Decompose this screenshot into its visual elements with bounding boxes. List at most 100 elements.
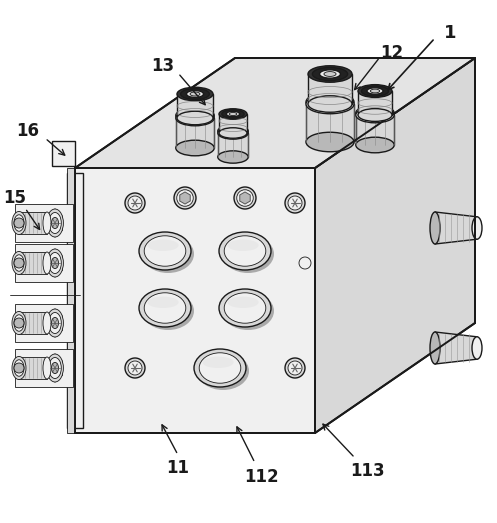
Polygon shape [177, 94, 213, 118]
Ellipse shape [228, 240, 258, 251]
Ellipse shape [218, 151, 248, 163]
Ellipse shape [226, 111, 240, 117]
Ellipse shape [49, 253, 61, 274]
Ellipse shape [47, 209, 64, 237]
Polygon shape [15, 304, 73, 342]
Ellipse shape [202, 357, 234, 368]
Circle shape [288, 196, 302, 210]
Ellipse shape [12, 312, 26, 335]
Ellipse shape [308, 66, 352, 82]
Polygon shape [308, 74, 352, 104]
Circle shape [14, 258, 24, 268]
Circle shape [299, 257, 311, 269]
Circle shape [234, 187, 256, 209]
Polygon shape [435, 212, 477, 244]
Ellipse shape [14, 255, 24, 271]
Polygon shape [75, 168, 315, 433]
Circle shape [237, 190, 253, 206]
Polygon shape [180, 192, 190, 204]
Text: 15: 15 [3, 189, 26, 207]
Polygon shape [176, 118, 214, 148]
Ellipse shape [308, 96, 352, 112]
Ellipse shape [47, 309, 64, 337]
Polygon shape [358, 91, 392, 115]
Ellipse shape [14, 360, 24, 376]
Ellipse shape [49, 358, 61, 379]
Ellipse shape [186, 90, 204, 97]
Ellipse shape [43, 212, 51, 234]
Ellipse shape [430, 212, 440, 244]
Ellipse shape [320, 70, 340, 78]
Ellipse shape [177, 87, 213, 101]
Circle shape [177, 190, 193, 206]
Ellipse shape [139, 289, 191, 327]
Polygon shape [240, 192, 250, 204]
Polygon shape [15, 244, 73, 282]
Ellipse shape [15, 357, 23, 379]
Ellipse shape [229, 112, 237, 116]
Polygon shape [358, 108, 392, 122]
Circle shape [285, 193, 305, 213]
Ellipse shape [472, 217, 482, 239]
Polygon shape [315, 58, 475, 433]
Ellipse shape [472, 337, 482, 359]
Polygon shape [309, 95, 351, 113]
Circle shape [174, 187, 196, 209]
Ellipse shape [43, 252, 51, 274]
Ellipse shape [14, 215, 24, 231]
Polygon shape [67, 168, 75, 433]
Ellipse shape [12, 252, 26, 275]
Ellipse shape [49, 212, 61, 233]
Text: 112: 112 [245, 468, 279, 486]
Circle shape [14, 363, 24, 373]
Ellipse shape [176, 108, 214, 123]
Polygon shape [52, 141, 75, 166]
Ellipse shape [177, 111, 213, 125]
Ellipse shape [52, 317, 59, 328]
Ellipse shape [52, 362, 59, 373]
Circle shape [128, 361, 142, 375]
Ellipse shape [313, 67, 347, 81]
Ellipse shape [47, 354, 64, 382]
Polygon shape [178, 110, 212, 124]
Ellipse shape [370, 89, 380, 93]
Ellipse shape [219, 289, 271, 327]
Circle shape [14, 318, 24, 328]
Ellipse shape [142, 235, 194, 273]
Ellipse shape [43, 357, 51, 379]
Ellipse shape [219, 128, 247, 138]
Ellipse shape [194, 349, 246, 387]
Ellipse shape [306, 92, 354, 112]
Text: 12: 12 [380, 44, 404, 62]
Text: 13: 13 [152, 57, 174, 75]
Ellipse shape [356, 107, 394, 123]
Ellipse shape [52, 257, 59, 269]
Ellipse shape [148, 297, 178, 308]
Text: 1: 1 [444, 24, 456, 42]
Ellipse shape [218, 127, 248, 139]
Ellipse shape [144, 293, 186, 323]
Ellipse shape [356, 137, 394, 153]
Ellipse shape [222, 110, 244, 118]
Ellipse shape [228, 297, 258, 308]
Ellipse shape [14, 315, 24, 331]
Circle shape [125, 193, 145, 213]
Polygon shape [19, 357, 47, 379]
Ellipse shape [49, 313, 61, 334]
Ellipse shape [224, 293, 266, 323]
Circle shape [285, 358, 305, 378]
Ellipse shape [430, 332, 440, 364]
Circle shape [14, 218, 24, 228]
Polygon shape [19, 252, 47, 274]
Ellipse shape [15, 312, 23, 334]
Ellipse shape [12, 357, 26, 380]
Ellipse shape [361, 86, 389, 96]
Text: 11: 11 [166, 459, 189, 477]
Ellipse shape [367, 88, 383, 94]
Polygon shape [220, 127, 246, 139]
Ellipse shape [222, 235, 274, 273]
Ellipse shape [139, 232, 191, 270]
Ellipse shape [43, 312, 51, 334]
Polygon shape [67, 173, 83, 428]
Ellipse shape [358, 109, 392, 121]
